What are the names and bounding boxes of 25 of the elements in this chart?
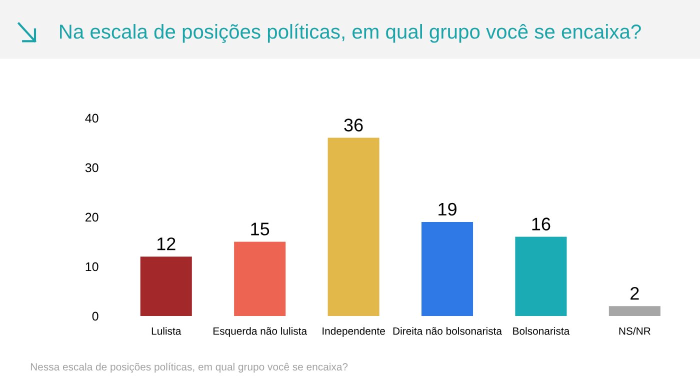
- y-tick-label: 30: [85, 163, 98, 172]
- bar: [140, 256, 192, 316]
- data-label: 15: [251, 222, 270, 236]
- bar: [515, 236, 567, 316]
- x-tick-label: Esquerda não lulista: [214, 327, 308, 337]
- y-tick-label: 10: [86, 262, 98, 272]
- x-tick-label: Independente: [322, 327, 385, 337]
- x-tick-label: Lulista: [152, 327, 182, 335]
- data-label: 12: [157, 237, 176, 250]
- y-tick-label: 0: [92, 312, 98, 321]
- chart-title: Na escala de posições políticas, em qual grupo você se encaixa?: [60, 24, 641, 43]
- x-tick-label: Direita não bolsonarista: [393, 327, 502, 335]
- bar: [328, 138, 380, 316]
- data-label: 16: [532, 218, 550, 230]
- bar: [234, 242, 286, 316]
- bar: [608, 306, 660, 316]
- bar: [421, 222, 474, 316]
- x-tick-label: Bolsonarista: [513, 327, 570, 335]
- data-label: 36: [344, 118, 363, 132]
- y-tick-label: 20: [86, 212, 98, 222]
- y-tick-label: 40: [85, 114, 98, 123]
- text: Nessa escala de posições políticas, em qual grupo você se encaixa?: [30, 362, 348, 373]
- data-label: 19: [438, 202, 456, 216]
- x-tick-label: NS/NR: [619, 327, 650, 335]
- data-label: 2: [630, 286, 639, 300]
